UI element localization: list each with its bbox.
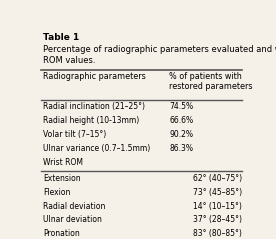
Text: Pronation: Pronation <box>43 229 80 238</box>
Text: Volar tilt (7–15°): Volar tilt (7–15°) <box>43 130 106 139</box>
Text: % of patients with
restored parameters: % of patients with restored parameters <box>169 72 253 91</box>
Text: Extension: Extension <box>43 174 81 183</box>
Text: Ulnar deviation: Ulnar deviation <box>43 216 102 224</box>
Text: Flexion: Flexion <box>43 188 70 197</box>
Text: Radial deviation: Radial deviation <box>43 202 105 211</box>
Text: Table 1: Table 1 <box>43 33 79 42</box>
Text: 74.5%: 74.5% <box>169 102 193 111</box>
Text: Radial height (10-13mm): Radial height (10-13mm) <box>43 116 139 125</box>
Text: 86.3%: 86.3% <box>169 144 193 153</box>
Text: Radiographic parameters: Radiographic parameters <box>43 72 146 81</box>
Text: 90.2%: 90.2% <box>169 130 193 139</box>
Text: 37° (28–45°): 37° (28–45°) <box>193 216 242 224</box>
Text: 66.6%: 66.6% <box>169 116 193 125</box>
Text: 14° (10–15°): 14° (10–15°) <box>193 202 242 211</box>
Text: Wrist ROM: Wrist ROM <box>43 158 83 167</box>
Text: 83° (80–85°): 83° (80–85°) <box>193 229 242 238</box>
Text: Percentage of radiographic parameters evaluated and wrist
ROM values.: Percentage of radiographic parameters ev… <box>43 45 276 65</box>
Text: Radial inclination (21–25°): Radial inclination (21–25°) <box>43 102 145 111</box>
Text: 62° (40–75°): 62° (40–75°) <box>193 174 242 183</box>
Text: Ulnar variance (0.7–1.5mm): Ulnar variance (0.7–1.5mm) <box>43 144 150 153</box>
Text: 73° (45–85°): 73° (45–85°) <box>193 188 242 197</box>
